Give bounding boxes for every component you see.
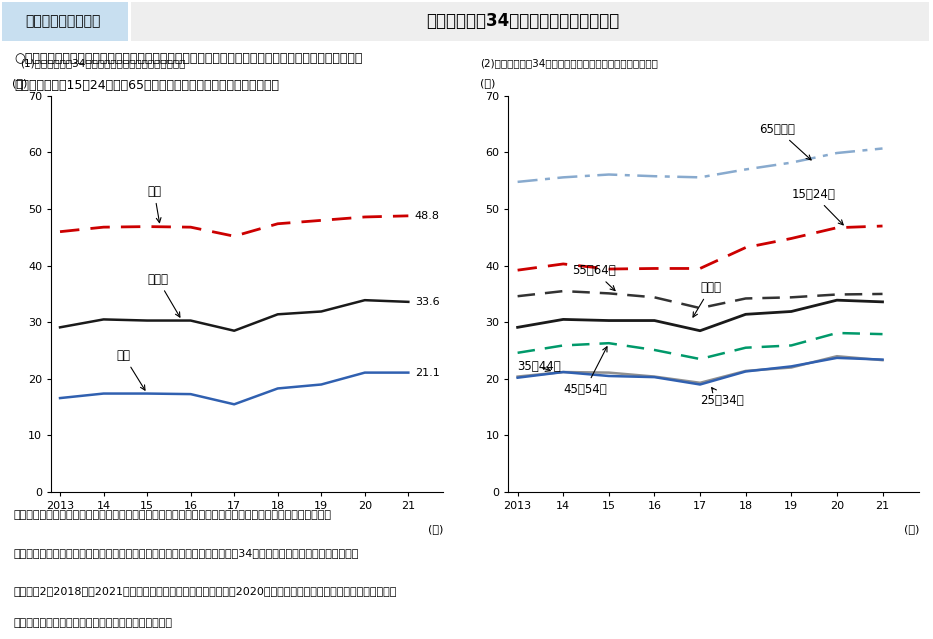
Text: 45～54歳: 45～54歳 <box>564 347 607 396</box>
Text: 15～24歳: 15～24歳 <box>791 188 843 225</box>
Text: （注）　１）非農林業雇用者（休業者を除く）総数に占める週間就業時間が34時間以下の者の割合を表したもの。: （注） １）非農林業雇用者（休業者を除く）総数に占める週間就業時間が34時間以下… <box>14 548 359 558</box>
Text: 男女計: 男女計 <box>147 273 180 317</box>
Text: 21.1: 21.1 <box>415 367 439 378</box>
Text: 資料出所　総務省統計局「労働力調査（基本集計）」をもとに厚生労働省政策統括官付政策統括室にて作成: 資料出所 総務省統計局「労働力調査（基本集計）」をもとに厚生労働省政策統括官付政… <box>14 510 332 520</box>
Text: 55～64歳: 55～64歳 <box>572 264 616 291</box>
Text: 年齢計: 年齢計 <box>693 281 721 317</box>
Text: (1)週間就業時镩34時間以下の雇用者の割合（男女別）: (1)週間就業時镩34時間以下の雇用者の割合（男女別） <box>20 58 186 68</box>
Text: (％): (％) <box>480 78 495 88</box>
Text: 第１－（３）－９図: 第１－（３）－９図 <box>26 15 101 28</box>
Text: 35～44歳: 35～44歳 <box>518 360 562 373</box>
Text: (年): (年) <box>428 524 443 534</box>
Text: 女性: 女性 <box>147 185 161 222</box>
Text: 基準のベンチマーク人口に基づいた割合。: 基準のベンチマーク人口に基づいた割合。 <box>14 618 173 628</box>
Text: (％): (％) <box>12 78 27 88</box>
Text: 33.6: 33.6 <box>415 297 439 307</box>
Text: 48.8: 48.8 <box>415 211 439 221</box>
Bar <box>131 2 929 41</box>
Text: 2）2018年～2021年までの割合は、ベンチマーク人口を2020年国勢調査基準に切り替えたことに伴い、新: 2）2018年～2021年までの割合は、ベンチマーク人口を2020年国勢調査基準… <box>14 585 397 596</box>
Text: 週間就業時镩34時間以下の雇用者の状況: 週間就業時镩34時間以下の雇用者の状況 <box>425 12 620 31</box>
Text: (年): (年) <box>904 524 919 534</box>
Text: 25～34歳: 25～34歳 <box>700 388 744 407</box>
Text: (2)週間就業時镩34時間以下の雇用者の割合（年齢階級別）: (2)週間就業時镩34時間以下の雇用者の割合（年齢階級別） <box>480 58 658 68</box>
Text: ○　週間就業時間が週３４時間以下の雇用者の割合は、男女ともにおおむね上昇傾向にあり、年齢階級: ○ 週間就業時間が週３４時間以下の雇用者の割合は、男女ともにおおむね上昇傾向にあ… <box>14 52 362 65</box>
Text: 65歳以上: 65歳以上 <box>759 123 811 160</box>
Bar <box>2 2 128 41</box>
Text: 別にみると「15～24歳」「65歳以上」で比較的大きく上昇している。: 別にみると「15～24歳」「65歳以上」で比較的大きく上昇している。 <box>14 79 279 92</box>
Text: 男性: 男性 <box>117 349 145 390</box>
